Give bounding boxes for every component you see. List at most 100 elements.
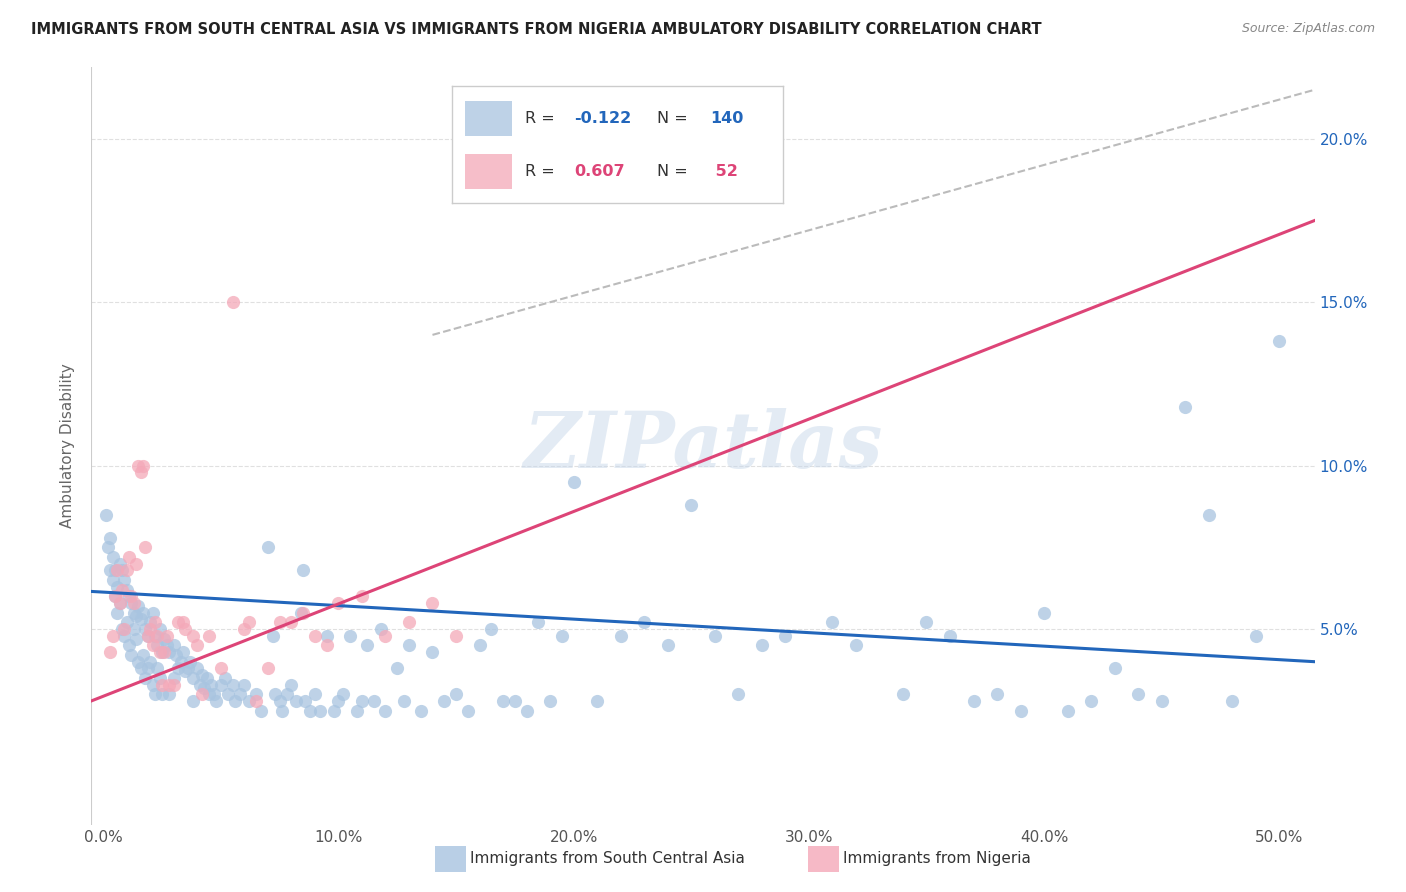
Point	[132, 648, 155, 662]
Point	[233, 677, 256, 691]
Point	[181, 694, 204, 708]
Point	[551, 629, 574, 643]
Point	[1244, 629, 1267, 643]
Point	[125, 609, 148, 624]
Point	[276, 687, 298, 701]
Text: Source: ZipAtlas.com: Source: ZipAtlas.com	[1241, 22, 1375, 36]
Point	[172, 645, 194, 659]
Point	[177, 661, 200, 675]
Point	[112, 573, 135, 587]
Point	[1128, 687, 1150, 701]
Point	[703, 629, 725, 643]
Point	[120, 648, 142, 662]
Point	[188, 677, 211, 691]
Point	[156, 629, 179, 643]
Point	[139, 655, 162, 669]
Point	[657, 638, 679, 652]
Point	[98, 645, 121, 659]
Point	[328, 694, 350, 708]
Point	[1174, 400, 1197, 414]
Point	[132, 458, 155, 473]
Point	[149, 671, 172, 685]
Point	[141, 677, 163, 691]
Point	[149, 622, 172, 636]
Point	[374, 704, 396, 718]
Point	[108, 596, 131, 610]
Point	[891, 687, 914, 701]
Point	[269, 694, 291, 708]
Point	[516, 704, 538, 718]
Point	[136, 629, 159, 643]
Point	[363, 694, 385, 708]
Point	[269, 615, 291, 630]
Point	[1010, 704, 1032, 718]
Point	[150, 687, 173, 701]
Point	[153, 632, 176, 646]
Point	[98, 563, 121, 577]
Point	[271, 704, 294, 718]
Text: ZIPatlas: ZIPatlas	[523, 408, 883, 484]
Text: Immigrants from South Central Asia: Immigrants from South Central Asia	[470, 852, 745, 866]
Point	[986, 687, 1008, 701]
Point	[111, 582, 134, 597]
Point	[186, 638, 208, 652]
Point	[205, 694, 228, 708]
Point	[221, 295, 243, 310]
Point	[129, 661, 152, 675]
Point	[217, 687, 239, 701]
Point	[202, 687, 225, 701]
Point	[292, 606, 315, 620]
Point	[143, 615, 166, 630]
Point	[538, 694, 561, 708]
Point	[1056, 704, 1078, 718]
Point	[115, 563, 138, 577]
Point	[562, 475, 585, 489]
Point	[193, 681, 215, 695]
Point	[125, 632, 148, 646]
Point	[256, 541, 278, 555]
Point	[468, 638, 491, 652]
Point	[122, 596, 145, 610]
Point	[141, 638, 163, 652]
Point	[221, 677, 243, 691]
Point	[118, 590, 141, 604]
Point	[256, 661, 278, 675]
Point	[346, 704, 368, 718]
Point	[492, 694, 515, 708]
Point	[1080, 694, 1102, 708]
Point	[228, 687, 250, 701]
Point	[157, 687, 180, 701]
Point	[503, 694, 526, 708]
Point	[299, 704, 322, 718]
Point	[290, 606, 312, 620]
Point	[681, 498, 703, 512]
Point	[304, 629, 326, 643]
Point	[108, 596, 131, 610]
Point	[157, 645, 180, 659]
Point	[118, 550, 141, 565]
Point	[122, 622, 145, 636]
Point	[245, 694, 267, 708]
Point	[150, 677, 173, 691]
Point	[457, 704, 479, 718]
Point	[915, 615, 938, 630]
Point	[304, 687, 326, 701]
Point	[157, 677, 180, 691]
Point	[134, 671, 156, 685]
Point	[143, 687, 166, 701]
Point	[149, 645, 172, 659]
Point	[198, 687, 221, 701]
Point	[292, 563, 315, 577]
Point	[101, 573, 124, 587]
Point	[1198, 508, 1220, 522]
Point	[339, 629, 361, 643]
Point	[163, 677, 186, 691]
Point	[97, 541, 120, 555]
Point	[821, 615, 844, 630]
Point	[398, 615, 420, 630]
Point	[198, 629, 221, 643]
Point	[422, 645, 444, 659]
Point	[586, 694, 609, 708]
Point	[328, 596, 350, 610]
Point	[633, 615, 655, 630]
